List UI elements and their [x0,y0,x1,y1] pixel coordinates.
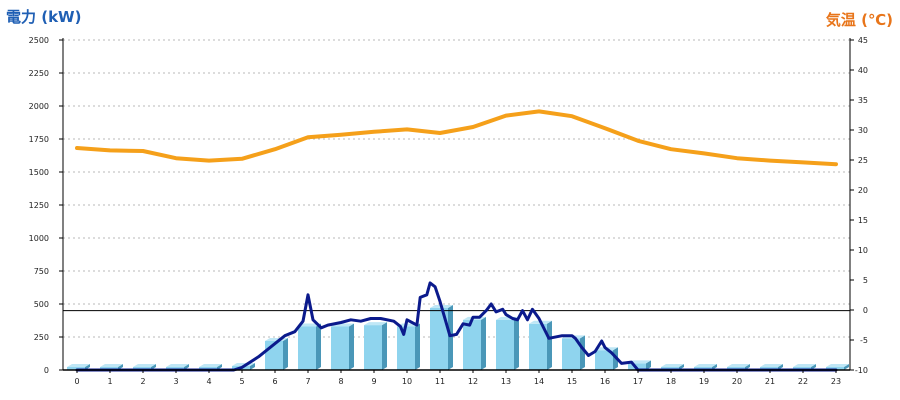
right-tick-label: 5 [863,276,868,285]
bar [529,323,547,370]
right-tick-label: 45 [858,36,868,45]
bar-side [250,363,255,370]
left-tick-label: 1500 [29,168,49,177]
x-tick-label: 20 [732,377,742,386]
bar-side [382,322,387,370]
x-tick-label: 19 [699,377,709,386]
bar [364,325,382,370]
x-tick-label: 4 [206,377,211,386]
left-tick-label: 1250 [29,201,49,210]
right-tick-label: 25 [858,156,868,165]
bar-top [661,364,684,367]
bar-side [514,316,519,370]
bar-top [793,364,816,367]
x-tick-label: 21 [765,377,775,386]
x-tick-label: 17 [633,377,643,386]
grid-layer [63,39,850,338]
left-tick-label: 500 [34,300,49,309]
x-tick-label: 0 [74,377,79,386]
bar [562,338,580,370]
axis-layer [59,38,854,373]
x-tick-label: 8 [338,377,343,386]
temperature-line [75,109,838,167]
bar-top [694,364,717,367]
bar-side [844,364,849,370]
bar-side [349,323,354,370]
right-tick-label: 35 [858,96,868,105]
bar-top [826,364,849,367]
power-line [75,281,838,372]
x-tick-label: 1 [107,377,112,386]
bar-top [364,322,387,326]
right-tick-label: 40 [858,66,868,75]
x-tick-label: 5 [239,377,244,386]
x-tick-label: 16 [600,377,610,386]
bar-top [133,364,156,367]
right-tick-label: 20 [858,186,868,195]
left-tick-label: 2000 [29,102,49,111]
x-tick-label: 13 [501,377,511,386]
right-tick-label: 15 [858,216,868,225]
bar [463,319,481,370]
x-tick-label: 15 [567,377,577,386]
left-tick-label: 250 [34,333,49,342]
bar [67,367,85,370]
x-tick-label: 18 [666,377,676,386]
left-axis-title: 電力 (kW) [6,8,81,26]
left-tick-label: 750 [34,267,49,276]
x-tick-label: 2 [140,377,145,386]
bar [298,326,316,370]
right-tick-label: 0 [863,306,868,315]
left-tick-label: 2500 [29,36,49,45]
bar-top [100,364,123,367]
x-tick-label: 22 [798,377,808,386]
x-tick-label: 7 [305,377,310,386]
right-axis-title: 気温 (℃) [826,11,893,29]
line-layer [75,109,838,372]
x-tick-label: 23 [831,377,841,386]
x-tick-label: 14 [534,377,544,386]
bar [496,319,514,370]
bar [595,350,613,370]
bar-side [415,323,420,370]
bar [397,326,415,370]
right-tick-label: -5 [860,336,868,345]
bar-side [481,316,486,370]
x-tick-label: 12 [468,377,478,386]
bar-side [448,304,453,370]
x-tick-label: 9 [371,377,376,386]
bar-top [727,364,750,367]
bar-side [646,360,651,370]
x-tick-label: 11 [435,377,445,386]
bar-side [316,323,321,370]
left-tick-label: 1750 [29,135,49,144]
x-tick-label: 10 [402,377,412,386]
x-tick-label: 3 [173,377,178,386]
bar-top [199,364,222,367]
bar-side [547,320,552,370]
bar-side [580,335,585,370]
right-tick-label: -10 [855,366,868,375]
right-tick-label: 30 [858,126,868,135]
bar [430,307,448,370]
bar [331,326,349,370]
left-tick-label: 1000 [29,234,49,243]
left-tick-label: 0 [44,366,49,375]
label-layer: 02505007501000125015001750200022502500-1… [29,36,868,386]
bar-side [283,337,288,370]
right-tick-label: 10 [858,246,868,255]
bar-top [67,364,90,367]
x-tick-label: 6 [272,377,277,386]
left-tick-label: 2250 [29,69,49,78]
bar-top [298,323,321,327]
bar-top [166,364,189,367]
bar-top [760,364,783,367]
